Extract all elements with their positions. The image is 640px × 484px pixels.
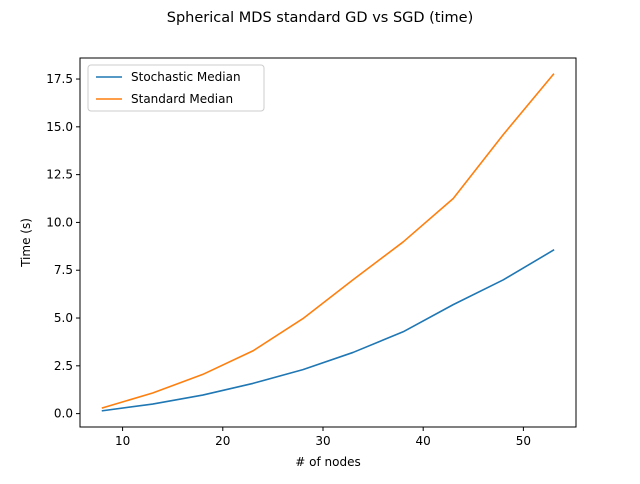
chart-title: Spherical MDS standard GD vs SGD (time): [167, 10, 473, 26]
x-axis-label: # of nodes: [295, 455, 360, 469]
y-tick-label: 17.5: [46, 72, 73, 86]
y-tick-label: 15.0: [46, 120, 73, 134]
x-tick-label: 30: [315, 434, 330, 448]
x-tick-label: 40: [416, 434, 431, 448]
x-tick-label: 50: [516, 434, 531, 448]
legend: Stochastic Median Standard Median: [87, 64, 265, 112]
legend-box: [87, 64, 265, 112]
x-tick-label: 20: [215, 434, 230, 448]
y-tick-label: 2.5: [54, 359, 73, 373]
legend-label: Stochastic Median: [131, 70, 241, 84]
series-line-2: [101, 73, 555, 409]
x-tick-label: 10: [115, 434, 130, 448]
series-lines: [101, 73, 555, 412]
axes-frame: [79, 57, 577, 428]
x-axis: 10 20 30 40 50: [115, 427, 531, 448]
y-axis-label: Time (s): [19, 218, 33, 268]
plot-area: 10 20 30 40 50 0.0 2.5 5.0 7.5 10.0 12.5 15.0 17.5: [46, 57, 577, 448]
y-tick-label: 12.5: [46, 168, 73, 182]
y-tick-label: 10.0: [46, 215, 73, 229]
y-tick-label: 7.5: [54, 263, 73, 277]
y-axis: 0.0 2.5 5.0 7.5 10.0 12.5 15.0 17.5: [46, 72, 80, 421]
legend-label: Standard Median: [131, 92, 233, 106]
series-line-1: [101, 249, 555, 412]
y-tick-label: 5.0: [54, 311, 73, 325]
y-tick-label: 0.0: [54, 407, 73, 421]
